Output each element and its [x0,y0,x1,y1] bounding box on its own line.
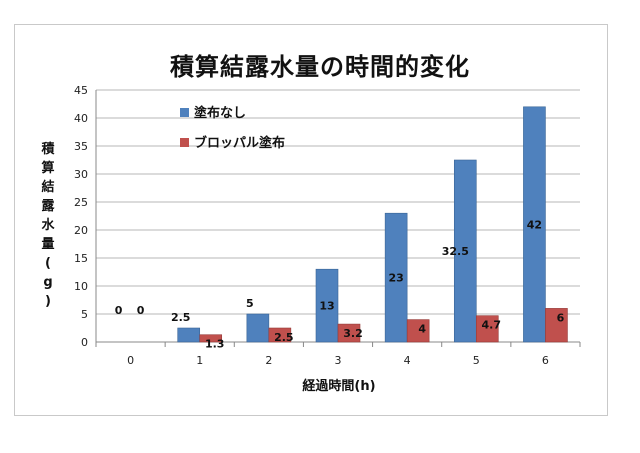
data-label: 4.7 [482,319,502,332]
y-tick-label: 15 [74,252,88,265]
y-axis-label-char: 算 [41,161,55,176]
legend-label: 塗布なし [194,105,246,121]
bar-untreated [453,159,477,343]
y-tick-label: 10 [74,280,88,293]
y-axis-label-char: g [43,275,53,290]
data-label: 32.5 [442,245,469,258]
y-axis-label-char: 露 [41,199,55,214]
data-label: 23 [388,272,403,285]
bar-treated [337,323,361,343]
data-label: 4 [418,323,426,336]
y-axis-label-char: 結 [41,180,55,195]
x-tick-label: 4 [404,354,411,367]
y-axis-label: 積算結露水量 ( g) [38,140,58,311]
x-tick-label: 1 [196,354,203,367]
x-axis-label: 経過時間(h) [302,378,375,394]
data-label: 42 [527,218,542,231]
data-label: 6 [557,311,565,324]
x-tick-label: 0 [127,354,134,367]
bar-treated [545,308,568,343]
chart-title: 積算結露水量の時間的変化 [170,53,470,81]
legend-label: ブロッパル塗布 [194,135,285,151]
bar-treated [475,315,499,343]
y-axis-label-char: 量 [41,237,55,252]
bar-treated [406,319,430,343]
y-tick-label: 30 [74,168,88,181]
data-label: 2.5 [274,331,294,344]
legend-swatch [180,138,189,147]
y-axis-label-char: ) [45,294,51,309]
bar-untreated [177,327,201,343]
y-tick-label: 5 [81,308,88,321]
bar-treated [199,334,223,343]
chart-frame [14,24,608,416]
y-tick-label: 0 [81,336,88,349]
bar-untreated [246,313,270,343]
y-axis-label-char: ( [45,256,51,271]
data-label: 0 [137,304,145,317]
legend-swatch [180,108,189,117]
data-label: 2.5 [171,311,191,324]
data-label: 5 [246,297,254,310]
bar-untreated [384,212,408,343]
data-label: 13 [319,300,334,313]
y-tick-label: 45 [74,84,88,97]
data-label: 1.3 [205,338,225,351]
x-tick-label: 6 [542,354,549,367]
y-tick-label: 40 [74,112,88,125]
y-axis-label-char: 積 [41,142,55,157]
y-axis-label-char: 水 [41,218,55,233]
data-label: 0 [115,304,123,317]
x-tick-label: 3 [335,354,342,367]
x-tick-label: 5 [473,354,480,367]
y-tick-label: 20 [74,224,88,237]
y-tick-label: 25 [74,196,88,209]
bar-treated [268,327,292,343]
data-label: 3.2 [343,327,363,340]
x-tick-label: 2 [265,354,272,367]
y-tick-label: 35 [74,140,88,153]
bar-untreated [315,268,339,343]
bar-untreated [523,106,546,343]
